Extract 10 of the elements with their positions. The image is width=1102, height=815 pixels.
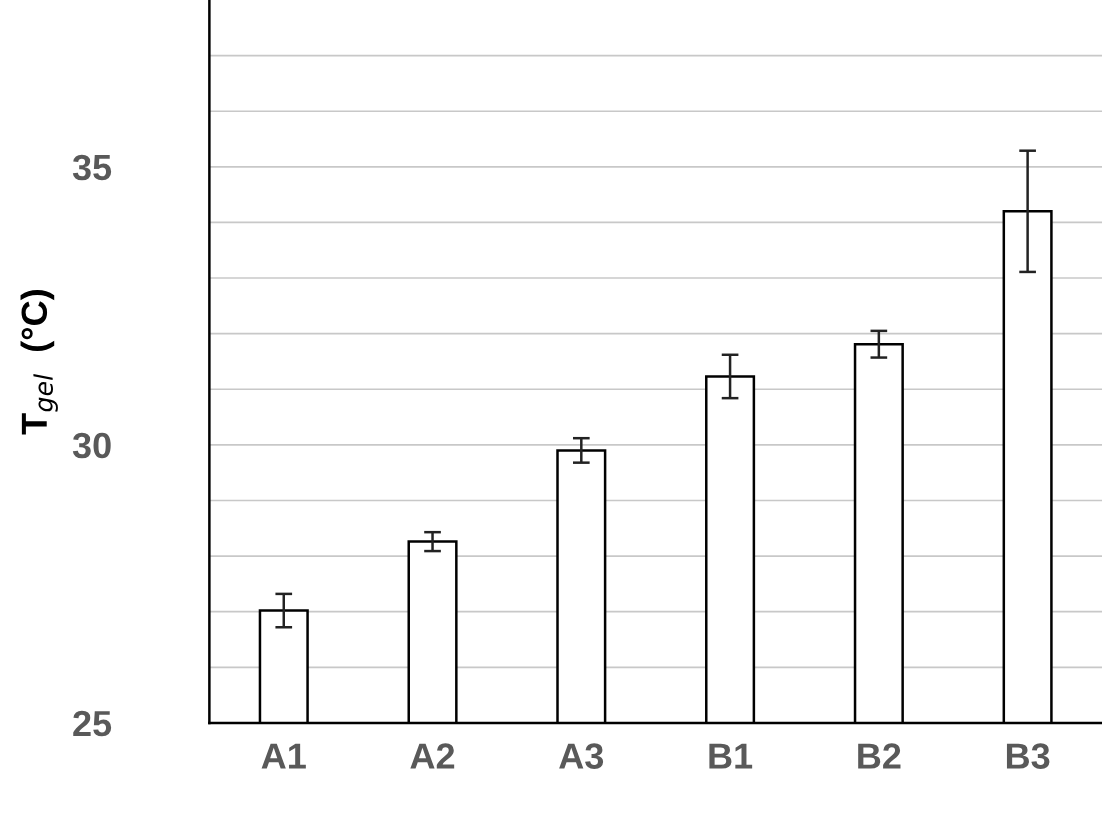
x-tick-label: A3	[559, 743, 604, 769]
x-tick-label: B3	[1006, 743, 1050, 769]
x-tick-label: A1	[261, 743, 306, 769]
x-tick-label: A2	[410, 743, 455, 769]
y-tick-label: 35	[72, 154, 112, 181]
y-axis-title: T$_{gel}$ (°C)	[20, 290, 58, 435]
y-tick-label: 25	[73, 710, 112, 737]
x-tick-label: B2	[858, 743, 901, 769]
y-tick-label: 30	[72, 432, 111, 459]
x-tick-label: B1	[709, 743, 753, 769]
